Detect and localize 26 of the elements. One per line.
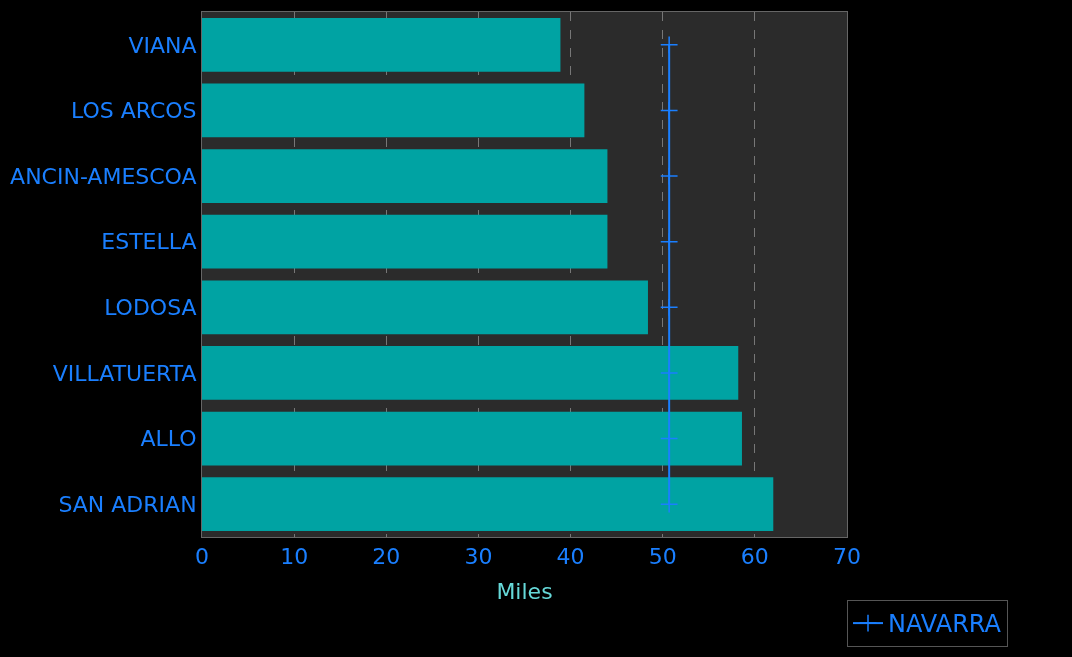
bar: [202, 83, 585, 138]
x-axis-title: Miles: [496, 579, 553, 605]
y-tick-label: LODOSA: [104, 295, 197, 321]
legend-label: NAVARRA: [888, 610, 1002, 639]
y-tick-label: LOS ARCOS: [70, 98, 197, 124]
y-tick-label: SAN ADRIAN: [58, 491, 197, 517]
y-tick-label: ESTELLA: [101, 229, 197, 255]
x-tick-label: 30: [464, 544, 493, 570]
y-tick-label: ALLO: [140, 426, 197, 452]
x-tick-label: 70: [833, 544, 861, 570]
bar: [202, 214, 608, 269]
y-tick-label: VIANA: [128, 32, 197, 58]
bar: [202, 149, 608, 203]
x-tick-label: 60: [740, 544, 769, 570]
x-tick-label: 10: [280, 544, 309, 570]
bar: [202, 477, 774, 532]
bar: [202, 280, 648, 335]
y-tick-label: ANCIN-AMESCOA: [10, 163, 197, 189]
x-tick-label: 50: [648, 544, 677, 570]
y-tick-label: VILLATUERTA: [52, 360, 197, 386]
bar: [202, 346, 739, 400]
bar: [202, 411, 742, 466]
x-tick-label: 0: [195, 544, 209, 570]
x-tick-label: 20: [372, 544, 401, 570]
bar: [202, 17, 561, 72]
x-tick-label: 40: [556, 544, 585, 570]
